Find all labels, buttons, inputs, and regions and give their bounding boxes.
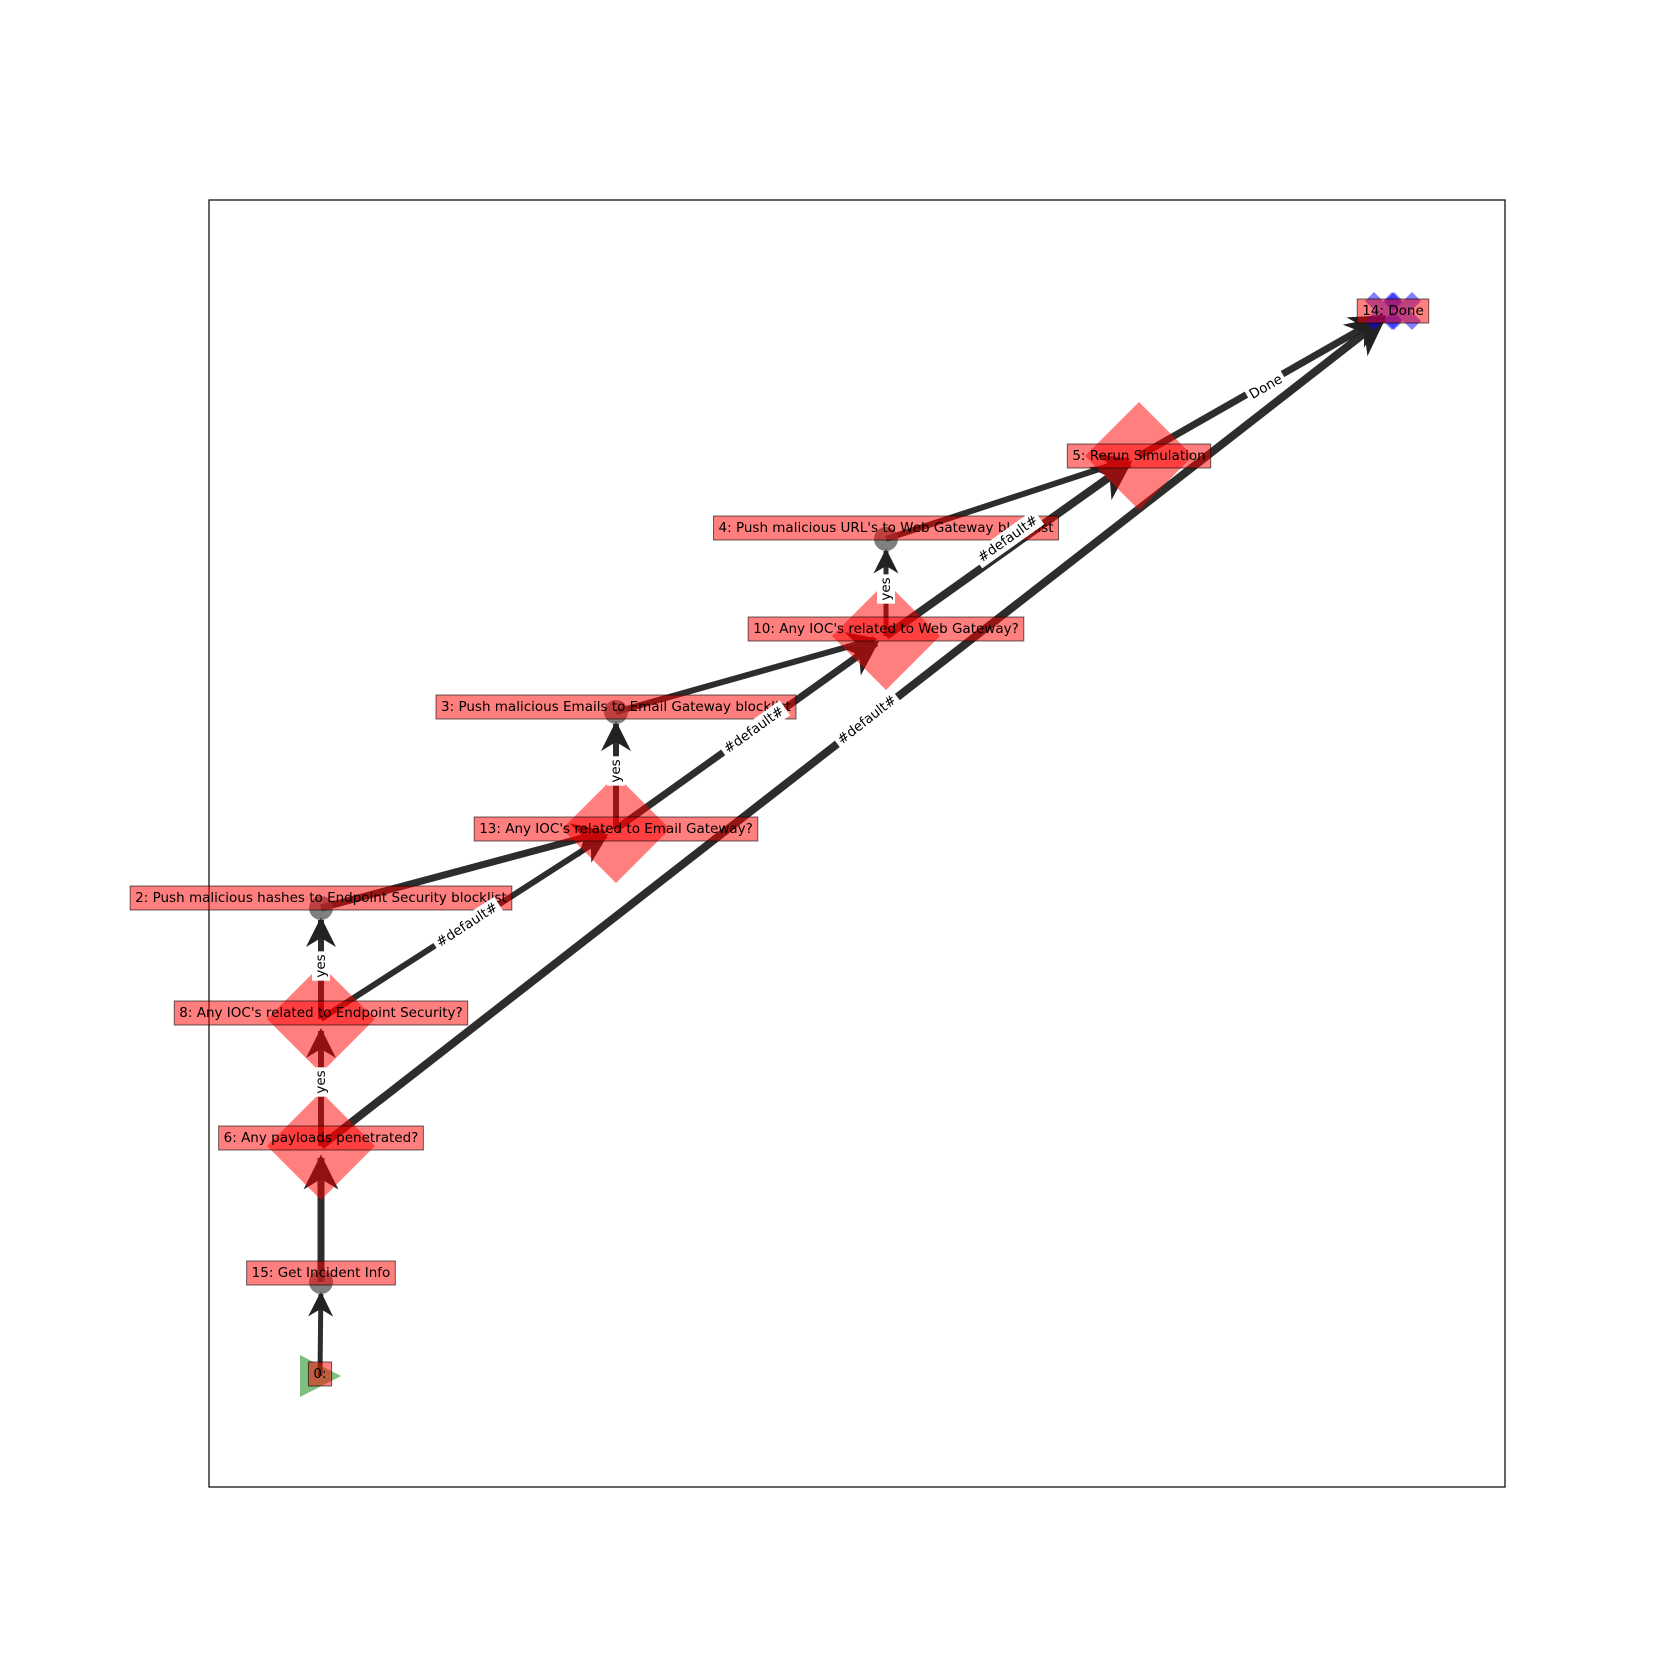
edge-label-background: [312, 951, 330, 981]
node-label-background: [129, 885, 513, 911]
edge-label-background: [877, 574, 895, 604]
node-label-box: 8: Any IOC's related to Endpoint Securit…: [173, 1000, 469, 1026]
node-label-text: 6: Any payloads penetrated?: [224, 1130, 419, 1146]
node-label-box: 4: Push malicious URL's to Web Gateway b…: [713, 515, 1059, 541]
node-label-box: 13: Any IOC's related to Email Gateway?: [473, 816, 759, 842]
edge-label-background: [607, 756, 625, 786]
node-label-box: 14: Done: [1356, 298, 1430, 324]
node-label-background: [246, 1260, 396, 1286]
edge-label: yes: [312, 951, 330, 981]
node-label-text: 13: Any IOC's related to Email Gateway?: [479, 821, 753, 837]
edge-label-text: #default#: [834, 692, 899, 748]
edge-label: #default#: [831, 689, 903, 751]
plot-frame: [208, 199, 1506, 1488]
edge-label: yes: [877, 574, 895, 604]
edge-label-background: [1243, 368, 1289, 406]
node-label-box: 2: Push malicious hashes to Endpoint Sec…: [129, 885, 513, 911]
edge-label-background: [831, 689, 903, 751]
node-label-box: 5: Rerun Simulation: [1066, 443, 1212, 469]
node-label-text: 3: Push malicious Emails to Email Gatewa…: [441, 699, 791, 715]
node-label-box: 3: Push malicious Emails to Email Gatewa…: [435, 694, 797, 720]
node-label-text: 14: Done: [1362, 303, 1424, 319]
node-label-background: [473, 816, 759, 842]
edge-label-text: yes: [878, 577, 894, 600]
node-label-text: 0:: [313, 1366, 326, 1382]
edges-layer: [303, 313, 1387, 1377]
node-label-background: [1356, 298, 1430, 324]
node-label-box: 6: Any payloads penetrated?: [218, 1125, 424, 1151]
node-label-text: 15: Get Incident Info: [252, 1265, 391, 1281]
node-label-text: 5: Rerun Simulation: [1072, 448, 1205, 464]
node-label-background: [218, 1125, 424, 1151]
edge-label-text: yes: [313, 1070, 329, 1093]
node-label-text: 10: Any IOC's related to Web Gateway?: [753, 621, 1019, 637]
edge-label-background: [430, 896, 504, 954]
edge-label-background: [971, 509, 1045, 569]
edge-label-text: yes: [313, 954, 329, 977]
edge-label: yes: [607, 756, 625, 786]
node-label-background: [1066, 443, 1212, 469]
node-label-text: 2: Push malicious hashes to Endpoint Sec…: [135, 890, 507, 906]
node-label-text: 8: Any IOC's related to Endpoint Securit…: [179, 1005, 462, 1021]
edge-label-background: [312, 1067, 330, 1097]
node-label-background: [435, 694, 797, 720]
node-label-text: 4: Push malicious URL's to Web Gateway b…: [719, 520, 1054, 536]
edge-label-text: yes: [608, 759, 624, 782]
node-markers-layer: [267, 292, 1421, 1397]
node-label-box: 0:: [307, 1361, 333, 1387]
node-label-background: [747, 616, 1025, 642]
edge-label-background: [717, 700, 791, 760]
edge-label: yes: [312, 1067, 330, 1097]
node-label-box: 10: Any IOC's related to Web Gateway?: [747, 616, 1025, 642]
node-label-background: [173, 1000, 469, 1026]
node-label-background: [307, 1361, 333, 1387]
node-labels-layer: 0: 15: Get Incident Info 6: Any payloads p…: [129, 298, 1430, 1387]
node-label-box: 15: Get Incident Info: [246, 1260, 396, 1286]
